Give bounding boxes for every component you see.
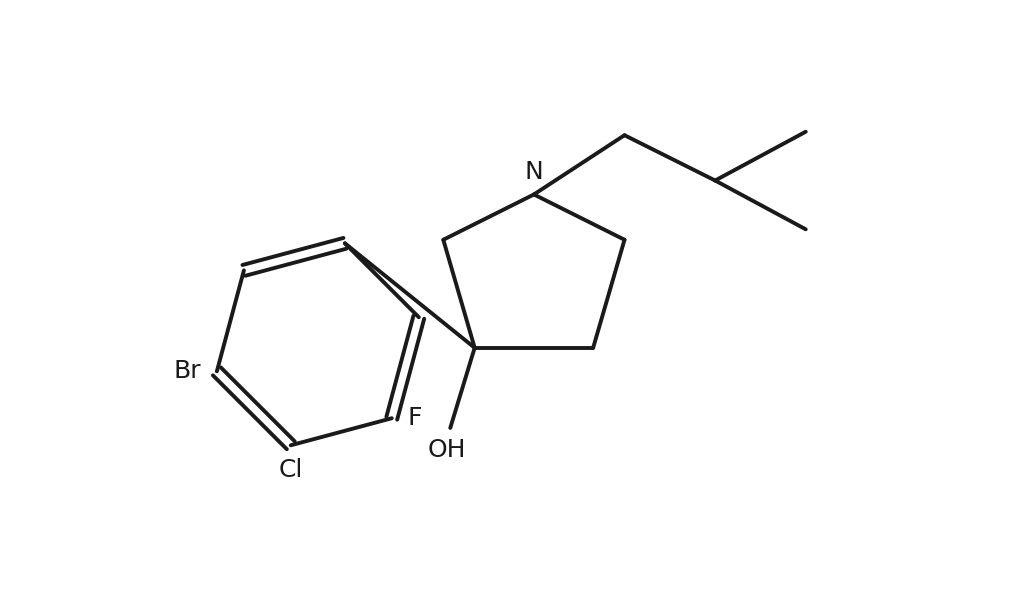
Text: Cl: Cl bbox=[279, 458, 303, 482]
Text: N: N bbox=[524, 160, 544, 184]
Text: OH: OH bbox=[428, 438, 466, 462]
Text: F: F bbox=[407, 406, 422, 430]
Text: Br: Br bbox=[173, 359, 201, 383]
